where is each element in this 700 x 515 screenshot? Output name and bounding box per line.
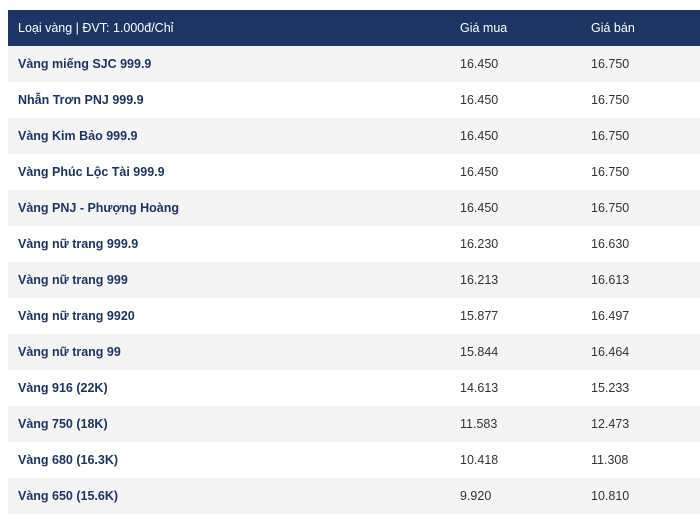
gold-type: Vàng 680 (16.3K) (18, 453, 119, 467)
buy-price: 16.450 (460, 93, 499, 107)
buy-price: 16.213 (460, 273, 499, 287)
table-row: Vàng nữ trang 99 15.844 16.464 (8, 334, 700, 370)
sell-price: 15.233 (591, 381, 630, 395)
buy-price: 10.418 (460, 453, 499, 467)
buy-price: 15.877 (460, 309, 499, 323)
table-row: Vàng 916 (22K) 14.613 15.233 (8, 370, 700, 406)
buy-price: 14.613 (460, 381, 499, 395)
buy-price: 9.920 (460, 489, 492, 503)
buy-price: 16.450 (460, 57, 499, 71)
table-row: Vàng miếng SJC 999.9 16.450 16.750 (8, 46, 700, 82)
gold-type: Vàng nữ trang 9920 (18, 309, 135, 323)
sell-price: 16.630 (591, 237, 630, 251)
gold-type: Vàng 650 (15.6K) (18, 489, 119, 503)
table-row: Vàng Phúc Lộc Tài 999.9 16.450 16.750 (8, 154, 700, 190)
header-cell: Loại vàng | ĐVT: 1.000đ/Chỉ (18, 21, 174, 35)
table-row: Vàng Kim Bảo 999.9 16.450 16.750 (8, 118, 700, 154)
buy-price: 16.450 (460, 129, 499, 143)
sell-price: 16.750 (591, 93, 630, 107)
table-row: Vàng nữ trang 999.9 16.230 16.630 (8, 226, 700, 262)
sell-price: 16.750 (591, 201, 630, 215)
gold-type: Vàng nữ trang 999 (18, 273, 128, 287)
buy-price: 16.230 (460, 237, 499, 251)
sell-price: 16.497 (591, 309, 630, 323)
buy-price: 15.844 (460, 345, 499, 359)
sell-price: 16.750 (591, 129, 630, 143)
table-row: Vàng 750 (18K) 11.583 12.473 (8, 406, 700, 442)
table-row: Vàng PNJ - Phượng Hoàng 16.450 16.750 (8, 190, 700, 226)
table-row: Vàng nữ trang 9920 15.877 16.497 (8, 298, 700, 334)
price-table: Loại vàng | ĐVT: 1.000đ/Chỉ Giá mua Giá … (8, 10, 700, 514)
buy-price: 16.450 (460, 201, 499, 215)
header-cell: Giá bán (591, 21, 635, 35)
sell-price: 12.473 (591, 417, 630, 431)
sell-price: 16.613 (591, 273, 630, 287)
sell-price: 16.750 (591, 57, 630, 71)
table-row: Vàng nữ trang 999 16.213 16.613 (8, 262, 700, 298)
table-header: Loại vàng | ĐVT: 1.000đ/Chỉ Giá mua Giá … (8, 10, 700, 46)
table-row: Vàng 680 (16.3K) 10.418 11.308 (8, 442, 700, 478)
gold-type: Vàng nữ trang 999.9 (18, 237, 139, 251)
header-cell: Giá mua (460, 21, 508, 35)
table-row: Nhẫn Trơn PNJ 999.9 16.450 16.750 (8, 82, 700, 118)
gold-type: Nhẫn Trơn PNJ 999.9 (18, 93, 144, 107)
buy-price: 16.450 (460, 165, 499, 179)
sell-price: 11.308 (591, 453, 629, 467)
gold-type: Vàng miếng SJC 999.9 (18, 57, 152, 71)
gold-type: Vàng nữ trang 99 (18, 345, 121, 359)
sell-price: 10.810 (591, 489, 630, 503)
gold-type: Vàng 916 (22K) (18, 381, 108, 395)
buy-price: 11.583 (460, 417, 498, 431)
gold-type: Vàng 750 (18K) (18, 417, 108, 431)
table-row: Vàng 650 (15.6K) 9.920 10.810 (8, 478, 700, 514)
sell-price: 16.750 (591, 165, 630, 179)
gold-type: Vàng Phúc Lộc Tài 999.9 (18, 165, 165, 179)
sell-price: 16.464 (591, 345, 630, 359)
gold-type: Vàng Kim Bảo 999.9 (18, 129, 138, 143)
gold-type: Vàng PNJ - Phượng Hoàng (18, 201, 179, 215)
